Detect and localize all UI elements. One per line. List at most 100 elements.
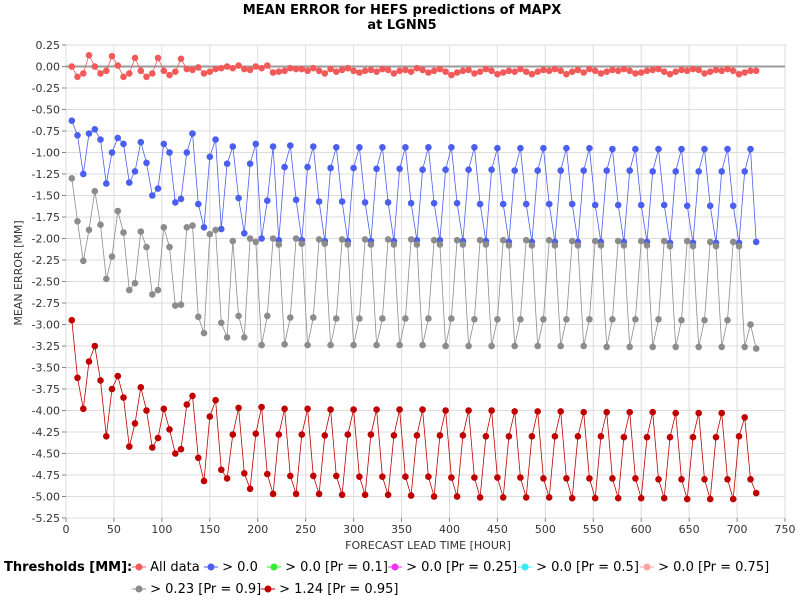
series-0 [68,52,760,81]
data-point [367,241,375,248]
data-point [425,144,432,151]
data-point [511,68,518,75]
data-point [131,420,139,427]
y-tick-label: 0.25 [36,39,61,52]
data-point [97,136,104,143]
data-point [298,65,306,73]
y-tick-label: -1.75 [32,211,60,224]
data-point [321,240,329,247]
data-point [563,70,570,78]
data-point [672,68,679,75]
data-point [396,165,403,173]
data-point [672,343,679,351]
data-point [655,316,662,323]
data-point [563,475,570,482]
data-point [333,68,340,75]
data-point [649,343,656,351]
data-point [476,236,484,244]
data-point [269,69,277,76]
y-tick-label: -2.50 [32,276,60,289]
data-point [229,431,237,438]
data-point [747,145,754,153]
data-point [557,342,564,350]
data-point [476,200,484,208]
x-tick-label: 350 [391,523,412,536]
data-point [448,474,455,481]
data-point [701,316,708,324]
data-point [511,167,518,174]
data-point [453,69,461,76]
data-point [689,65,697,73]
data-point [586,475,593,482]
data-point [545,236,553,244]
data-point [154,54,162,62]
data-point [384,199,392,206]
legend-item-pr-0-1: > 0.0 [Pr = 0.1] [267,560,388,575]
data-point [166,71,173,79]
data-point [741,414,748,421]
data-point [718,168,725,175]
data-point [97,377,104,384]
data-point [591,237,599,245]
data-point [695,168,702,175]
x-axis-label: FORECAST LEAD TIME [HOUR] [345,539,511,552]
data-point [252,430,260,438]
data-point [195,454,202,462]
data-point [724,145,731,153]
data-point [390,241,398,248]
data-point [591,494,599,502]
data-point [367,66,375,74]
data-point [235,404,242,412]
data-point [177,445,185,453]
data-point [522,494,530,501]
data-point [672,409,679,417]
data-point [189,130,196,137]
data-point [149,291,156,298]
y-tick-label: -4.00 [32,405,60,418]
data-point [350,164,357,172]
data-point [166,149,173,156]
data-point [407,199,415,207]
data-point [91,63,99,70]
data-point [137,67,145,75]
data-point [258,403,265,411]
legend-item-pr-0-5: > 0.0 [Pr = 0.5] [518,560,639,575]
x-tick-label: 600 [631,523,652,536]
data-point [580,167,587,174]
data-point [356,473,363,481]
data-point [177,195,185,203]
series-group [68,52,760,503]
data-point [626,408,633,416]
data-point [603,343,610,351]
data-point [459,432,467,439]
data-point [752,238,760,246]
data-point [453,236,461,244]
data-point [114,372,122,380]
data-point [315,67,323,75]
data-point [517,65,524,73]
data-point [436,241,444,248]
data-point [545,67,553,75]
data-point [632,70,639,77]
y-axis-ticks: 0.25 0.00 -0.25 -0.50 -0.75 -1.00 -1.25 -1.50 -1… [32,39,66,525]
data-point [534,342,541,350]
data-point [701,476,708,483]
series-line [71,320,757,500]
data-point [678,316,685,324]
data-point [379,473,386,481]
data-point [626,67,633,75]
data-point [614,237,622,245]
data-point [396,341,403,349]
data-point [706,238,714,246]
data-point [97,70,104,77]
data-point [586,316,593,323]
data-point [655,476,662,483]
data-point [678,476,685,483]
data-point [327,164,334,172]
x-tick-label: 150 [199,523,220,536]
data-point [586,65,593,73]
data-point [189,392,196,400]
data-point [752,489,760,497]
data-point [649,408,656,416]
data-point [517,144,524,152]
